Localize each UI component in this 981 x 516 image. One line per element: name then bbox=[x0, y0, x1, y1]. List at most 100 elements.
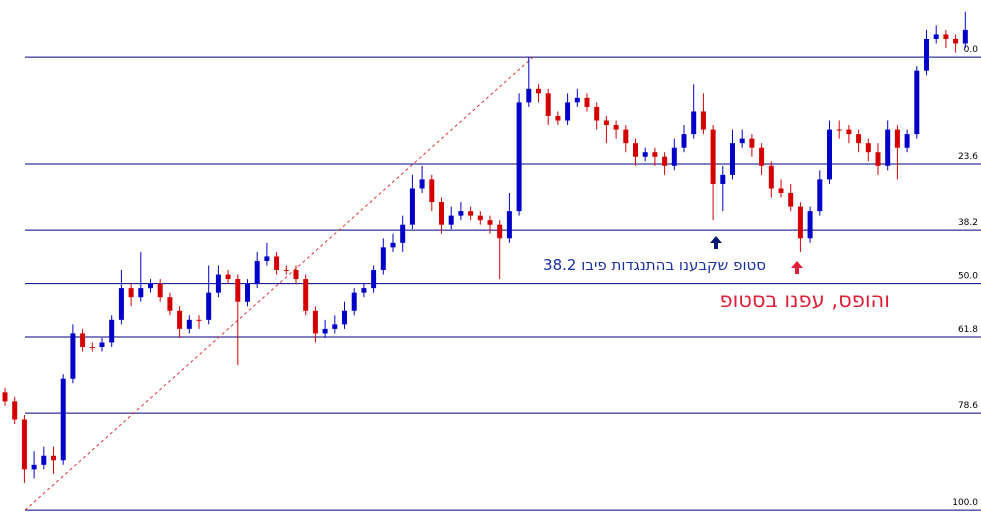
candle-body bbox=[506, 211, 512, 239]
candle-body bbox=[914, 70, 920, 135]
candle-body bbox=[177, 310, 183, 329]
candle-body bbox=[962, 29, 968, 44]
candle-body bbox=[749, 138, 755, 148]
candle-body bbox=[458, 211, 464, 216]
candle-body bbox=[662, 156, 668, 166]
candle-body bbox=[574, 97, 580, 103]
candle-body bbox=[536, 88, 541, 94]
stop-arrow bbox=[710, 236, 722, 249]
fib-label: 100.0 bbox=[952, 498, 978, 508]
candle-body bbox=[594, 106, 600, 121]
candle-body bbox=[681, 134, 687, 148]
candle-body bbox=[545, 93, 551, 116]
fib-label: 23.6 bbox=[958, 152, 978, 162]
candle-body bbox=[778, 188, 784, 193]
candle-body bbox=[555, 115, 561, 121]
candle-body bbox=[584, 97, 590, 107]
candle-body bbox=[477, 215, 483, 221]
candle-body bbox=[497, 224, 503, 239]
candle-body bbox=[332, 324, 338, 329]
candle-body bbox=[245, 283, 250, 302]
candle-body bbox=[274, 256, 280, 271]
candle-body bbox=[99, 342, 105, 348]
candle-body bbox=[652, 152, 658, 157]
candle-body bbox=[303, 279, 309, 311]
candle-body bbox=[51, 455, 56, 461]
candle-body bbox=[904, 134, 910, 148]
candle-body bbox=[2, 392, 8, 402]
candle-body bbox=[865, 143, 871, 153]
candle-body bbox=[89, 347, 95, 349]
candle-body bbox=[138, 288, 144, 298]
candle-body bbox=[943, 34, 949, 39]
candle-body bbox=[31, 464, 37, 470]
candle-body bbox=[603, 120, 609, 126]
candle-body bbox=[623, 129, 629, 144]
annotation: והופס, עפנו בסטופ bbox=[719, 288, 890, 312]
candle-body bbox=[312, 310, 318, 334]
candle-body bbox=[671, 147, 677, 166]
candle-body bbox=[768, 165, 774, 189]
candle-body bbox=[885, 129, 891, 166]
candle-body bbox=[448, 215, 454, 225]
candle-body bbox=[390, 242, 396, 248]
candle-body bbox=[613, 125, 619, 130]
candle-body bbox=[856, 134, 862, 144]
candle-body bbox=[439, 202, 444, 225]
candle-body bbox=[254, 260, 260, 284]
candle-body bbox=[215, 274, 221, 293]
candle-body bbox=[196, 319, 202, 321]
candle-body bbox=[128, 288, 134, 298]
candle-body bbox=[691, 111, 697, 135]
candle-body bbox=[186, 319, 192, 329]
candle-body bbox=[148, 283, 153, 289]
fib-label: 50.0 bbox=[958, 272, 978, 282]
candle-body bbox=[400, 224, 406, 243]
candle-body bbox=[12, 401, 18, 420]
candle-body bbox=[817, 179, 823, 212]
candle-body bbox=[700, 111, 706, 130]
candle-body bbox=[642, 152, 648, 157]
candle-body bbox=[419, 179, 425, 189]
candle-body bbox=[41, 455, 47, 465]
candle-body bbox=[526, 88, 532, 103]
candle-body bbox=[80, 333, 86, 348]
candle-body bbox=[60, 378, 66, 461]
fib-label: 78.6 bbox=[958, 401, 978, 411]
candle-body bbox=[846, 129, 852, 135]
candle-body bbox=[293, 270, 299, 280]
fib-label: 61.8 bbox=[958, 325, 978, 335]
candle-body bbox=[797, 206, 803, 239]
fib-label: 38.2 bbox=[958, 218, 978, 228]
candle-body bbox=[283, 270, 289, 272]
candle-body bbox=[633, 143, 638, 157]
candle-body bbox=[739, 138, 745, 144]
candle-body bbox=[118, 288, 124, 320]
candle-body bbox=[468, 211, 474, 216]
candle-body bbox=[953, 38, 959, 44]
candle-body bbox=[788, 192, 794, 207]
candle-body bbox=[516, 102, 522, 212]
candle-body bbox=[380, 247, 386, 271]
candle-body bbox=[157, 283, 163, 298]
candle-body bbox=[730, 143, 735, 175]
candle-body bbox=[371, 270, 377, 289]
candle-body bbox=[924, 38, 929, 71]
hit-arrow bbox=[791, 261, 803, 274]
annotation: סטופ שקבענו בהתנגדות פיבו 38.2 bbox=[543, 256, 766, 274]
candle-body bbox=[875, 152, 881, 166]
candle-body bbox=[322, 328, 328, 334]
candle-body bbox=[894, 129, 900, 148]
candle-body bbox=[70, 333, 76, 379]
candle-body bbox=[342, 310, 347, 325]
candle-body bbox=[109, 319, 115, 343]
candle-body bbox=[206, 292, 212, 320]
candle-body bbox=[429, 179, 435, 203]
candle-body bbox=[933, 34, 939, 39]
candle-body bbox=[409, 188, 415, 225]
candle-body bbox=[351, 292, 357, 311]
candle-body bbox=[225, 274, 231, 280]
candle-body bbox=[827, 129, 832, 180]
